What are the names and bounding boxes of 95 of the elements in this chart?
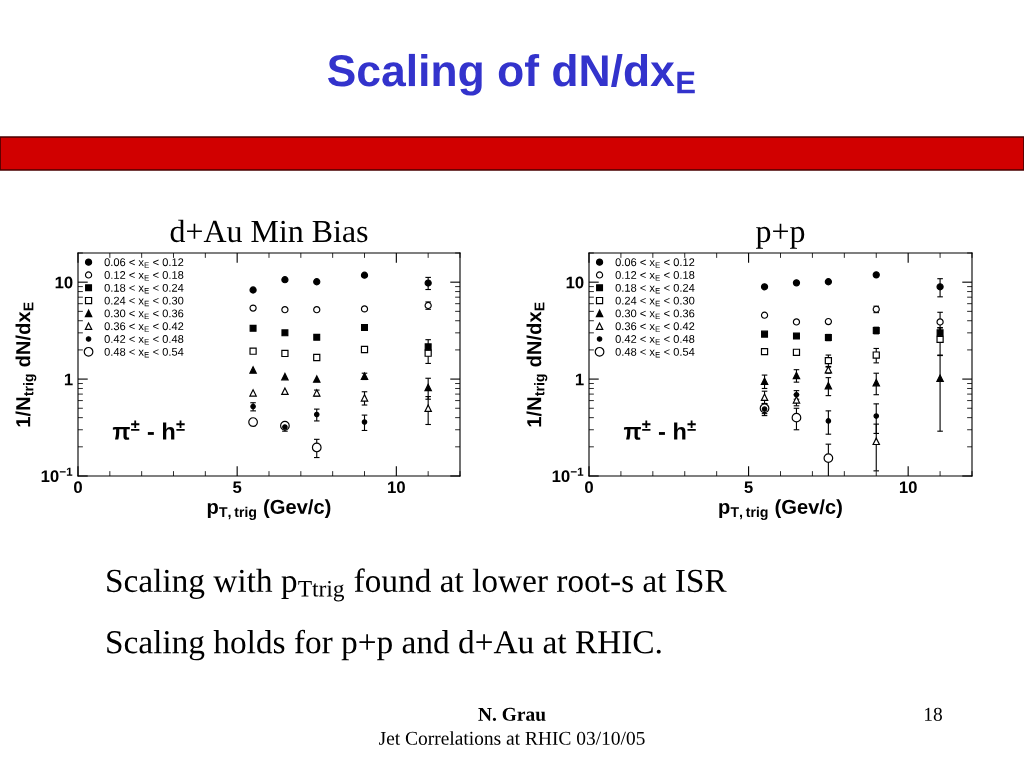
- point: [249, 286, 257, 294]
- y-axis-title: 1/N$_{trig}$ dN/dx$_{E}$: [526, 302, 548, 427]
- point: [281, 329, 289, 337]
- point: [360, 394, 369, 402]
- point: [825, 418, 832, 424]
- text: Scaling with p$_{Ttrig}$ found at lower root-s at ISR: [107, 568, 727, 602]
- y-tick-label: 1: [575, 373, 584, 386]
- point: [824, 278, 833, 286]
- point: [281, 349, 289, 358]
- x-tick-label: 10: [388, 481, 405, 494]
- x-tick-label: 0: [585, 481, 593, 494]
- point: [313, 278, 321, 286]
- point: [936, 374, 944, 383]
- y-tick-label: 10: [566, 276, 584, 289]
- legend-label: 0.24 < x$_{E}$ < 0.30: [615, 296, 695, 307]
- point: [313, 411, 320, 418]
- legend-label: 0.18 < x$_{E}$ < 0.24: [104, 283, 184, 294]
- legend-label: 0.48 < x$_{E}$ < 0.54: [104, 347, 184, 358]
- text: N. Grau: [478, 707, 546, 721]
- point: [760, 347, 769, 356]
- point: [760, 283, 769, 291]
- x-axis-title: p$_{T,trig}$ (Gev/c): [719, 499, 842, 520]
- point: [792, 318, 801, 326]
- point: [281, 276, 289, 284]
- legend-label: 0.18 < x$_{E}$ < 0.24: [615, 283, 695, 294]
- point: [761, 330, 769, 338]
- point: [760, 311, 769, 319]
- text: Scaling holds for p+p and d+Au at RHIC.: [107, 629, 661, 661]
- point: [872, 437, 881, 446]
- point: [360, 324, 369, 332]
- point: [360, 271, 369, 279]
- x-tick-label: 10: [899, 481, 917, 494]
- point: [249, 366, 257, 374]
- chart-title: d+Au Min Bias: [170, 219, 368, 243]
- point: [360, 345, 369, 354]
- point: [824, 357, 833, 365]
- point: [313, 333, 321, 341]
- legend-label: 0.42 < x$_{E}$ < 0.48: [104, 335, 184, 345]
- legend-label: 0.42 < x$_{E}$ < 0.48: [615, 335, 695, 345]
- point: [873, 413, 880, 419]
- legend-label: 0.30 < x$_{E}$ < 0.36: [615, 309, 695, 319]
- point: [424, 404, 432, 413]
- x-tick-label: 0: [74, 481, 82, 494]
- point: [312, 375, 321, 383]
- text: 18: [924, 707, 942, 721]
- point: [792, 332, 800, 340]
- point: [823, 453, 834, 463]
- point: [760, 377, 769, 386]
- point: [249, 347, 257, 355]
- point: [311, 442, 322, 453]
- chart-title: p+p: [756, 223, 805, 249]
- point: [249, 304, 257, 312]
- point: [249, 324, 257, 332]
- point: [249, 389, 257, 397]
- point: [424, 349, 432, 357]
- x-tick-label: 5: [744, 481, 753, 494]
- text: Scaling of dN/dx$_{E}$: [327, 53, 695, 96]
- legend-label: 0.36 < x$_{E}$ < 0.42: [104, 322, 184, 332]
- point: [824, 381, 833, 390]
- y-tick-label: 10$^{−1}$: [552, 467, 584, 483]
- legend-label: 0.12 < x$_{E}$ < 0.18: [104, 271, 184, 281]
- point: [872, 351, 880, 359]
- point: [792, 371, 801, 380]
- point: [872, 271, 880, 279]
- point: [424, 343, 432, 351]
- point: [824, 317, 833, 326]
- legend-label: 0.36 < x$_{E}$ < 0.42: [615, 322, 695, 332]
- point: [313, 353, 321, 362]
- legend-label: 0.12 < x$_{E}$ < 0.18: [615, 271, 695, 281]
- legend-label: 0.24 < x$_{E}$ < 0.30: [104, 296, 184, 307]
- point: [424, 279, 432, 287]
- y-tick-label: 10: [55, 276, 73, 289]
- annotation: π$^{±}$ - h$^{±}$: [112, 420, 185, 440]
- text: Jet Correlations at RHIC 03/10/05: [379, 731, 645, 745]
- x-axis-title: p$_{T,trig}$ (Gev/c): [207, 499, 331, 520]
- point: [281, 306, 289, 314]
- legend-label: 0.06 < x$_{E}$ < 0.12: [104, 258, 184, 268]
- point: [936, 283, 944, 291]
- point: [313, 306, 321, 314]
- legend-label: 0.30 < x$_{E}$ < 0.36: [104, 309, 184, 319]
- legend-label: 0.48 < x$_{E}$ < 0.54: [615, 347, 695, 358]
- point: [360, 305, 369, 313]
- point: [424, 383, 432, 392]
- point: [791, 412, 802, 423]
- point: [792, 279, 801, 287]
- legend-label: 0.06 < x$_{E}$ < 0.12: [615, 258, 695, 268]
- y-tick-label: 1: [64, 373, 73, 386]
- point: [281, 372, 289, 381]
- point: [792, 348, 801, 356]
- annotation: π$^{±}$ - h$^{±}$: [623, 420, 696, 440]
- y-axis-title: 1/N$_{trig}$ dN/dx$_{E}$: [15, 302, 37, 427]
- x-tick-label: 5: [233, 481, 242, 494]
- point: [281, 387, 289, 395]
- point: [361, 419, 368, 425]
- y-tick-label: 10$^{−1}$: [41, 467, 73, 483]
